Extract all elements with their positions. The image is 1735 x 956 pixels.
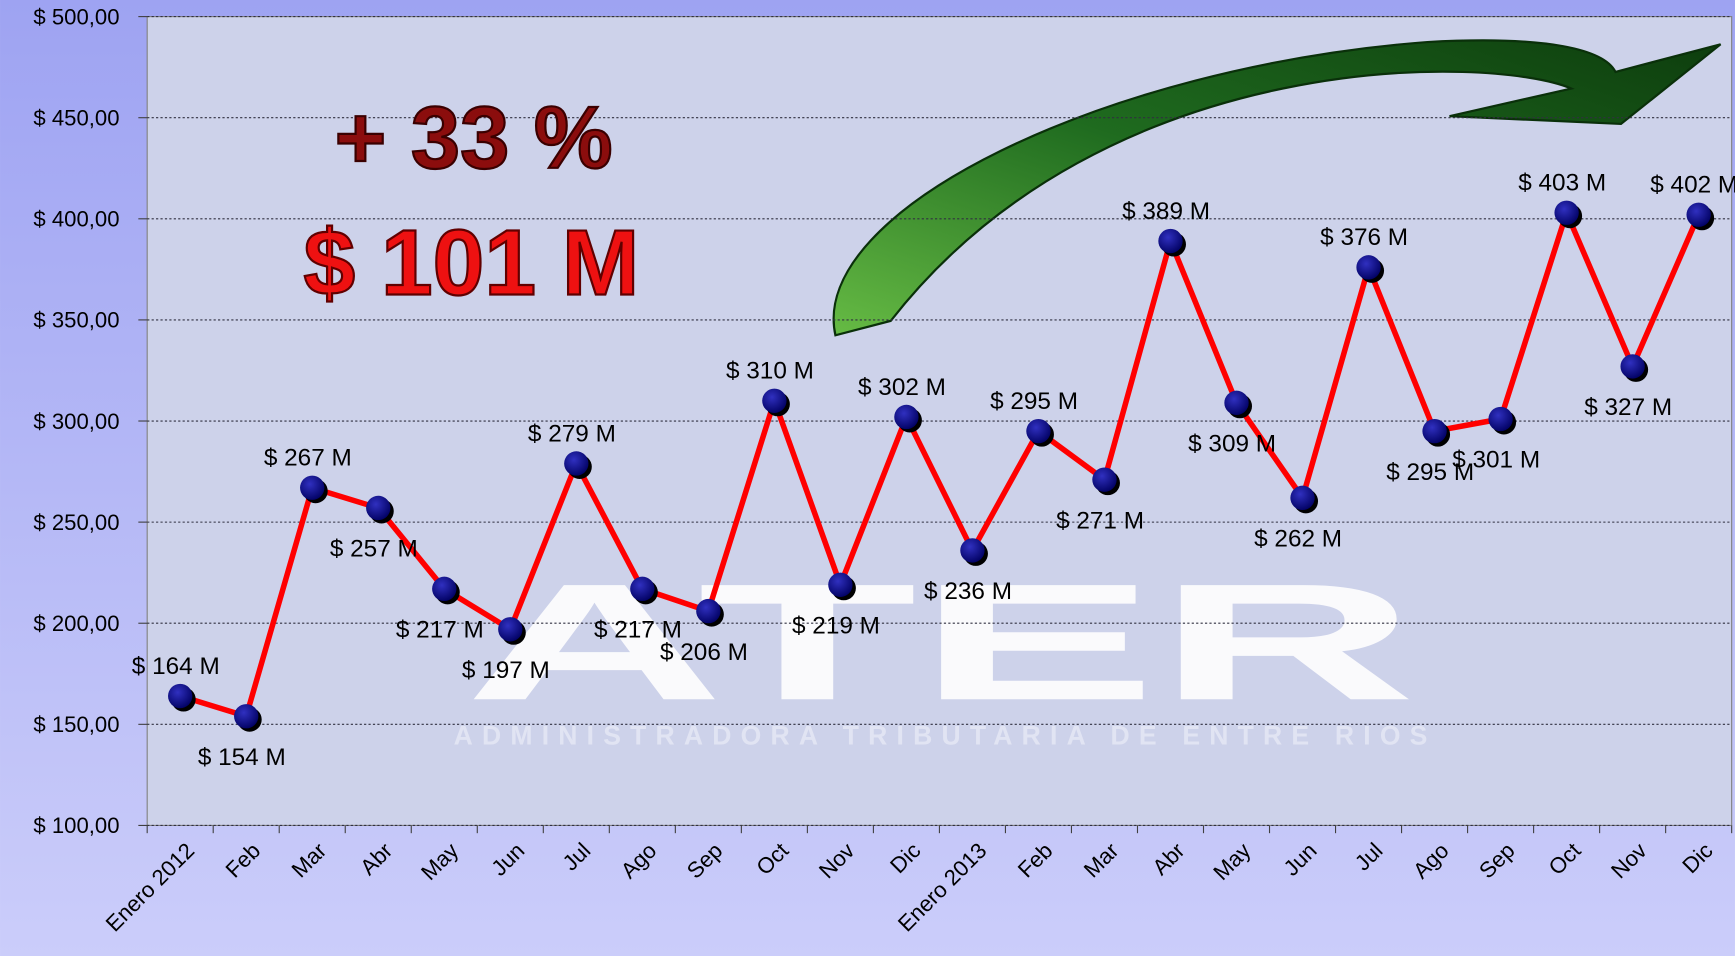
- data-label: $ 164 M: [132, 653, 220, 680]
- marker: [762, 388, 787, 413]
- data-label: $ 217 M: [396, 617, 484, 644]
- annotation: $ 101 M: [303, 210, 639, 314]
- data-label: $ 327 M: [1584, 394, 1672, 421]
- marker: [1356, 255, 1381, 280]
- marker: [1488, 406, 1513, 432]
- data-label: $ 310 M: [726, 358, 814, 385]
- marker: [168, 683, 193, 709]
- marker: [300, 475, 325, 500]
- watermark: ATER ADMINISTRADORA TRIBUTARIA DE ENTRE …: [454, 550, 1428, 750]
- y-tick-label: $ 500,00: [33, 4, 119, 29]
- data-label: $ 236 M: [924, 578, 1012, 605]
- marker: [1224, 390, 1249, 415]
- data-label: $ 309 M: [1188, 431, 1276, 458]
- marker: [1290, 485, 1315, 511]
- data-label: $ 206 M: [660, 639, 748, 666]
- marker: [1092, 467, 1117, 492]
- marker: [828, 572, 853, 597]
- data-label: $ 217 M: [594, 617, 682, 644]
- marker: [1620, 354, 1645, 379]
- data-label: $ 389 M: [1122, 198, 1210, 225]
- data-label: $ 267 M: [264, 445, 352, 472]
- marker: [234, 704, 259, 729]
- data-label: $ 301 M: [1452, 447, 1540, 474]
- data-label: $ 279 M: [528, 420, 616, 447]
- data-label: $ 154 M: [198, 744, 286, 771]
- y-tick-label: $ 150,00: [33, 712, 119, 737]
- data-label: $ 295 M: [990, 388, 1078, 415]
- data-label: $ 402 M: [1650, 172, 1735, 199]
- marker: [696, 598, 721, 624]
- marker: [630, 576, 655, 602]
- marker: [1422, 418, 1447, 444]
- arrow: [832, 39, 1722, 337]
- marker: [564, 451, 589, 476]
- data-label: $ 403 M: [1518, 170, 1606, 197]
- marker: [1686, 202, 1711, 227]
- marker: [894, 404, 919, 430]
- data-label: $ 295 M: [1386, 459, 1474, 486]
- marker: [1158, 228, 1183, 254]
- marker: [498, 617, 523, 642]
- y-tick-label: $ 100,00: [33, 813, 119, 838]
- watermark-title: ATER: [465, 550, 1417, 735]
- marker: [960, 538, 985, 563]
- data-label: $ 257 M: [330, 536, 418, 563]
- data-label: $ 262 M: [1254, 526, 1342, 553]
- data-label: $ 219 M: [792, 612, 880, 639]
- marker: [432, 576, 457, 602]
- annotation: + 33 %: [335, 88, 613, 187]
- y-tick-label: $ 400,00: [33, 207, 119, 232]
- data-label: $ 302 M: [858, 374, 946, 401]
- marker: [1026, 418, 1051, 444]
- y-tick-label: $ 250,00: [33, 510, 119, 535]
- y-tick-label: $ 350,00: [33, 308, 119, 333]
- marker: [366, 495, 391, 521]
- data-label: $ 376 M: [1320, 224, 1408, 251]
- y-tick-label: $ 300,00: [33, 409, 119, 434]
- y-tick-label: $ 200,00: [33, 611, 119, 636]
- data-label: $ 271 M: [1056, 507, 1144, 534]
- marker: [1554, 200, 1579, 225]
- data-label: $ 197 M: [462, 657, 550, 684]
- y-tick-label: $ 450,00: [33, 105, 119, 130]
- watermark-subtitle: ADMINISTRADORA TRIBUTARIA DE ENTRE RIOS: [454, 721, 1428, 751]
